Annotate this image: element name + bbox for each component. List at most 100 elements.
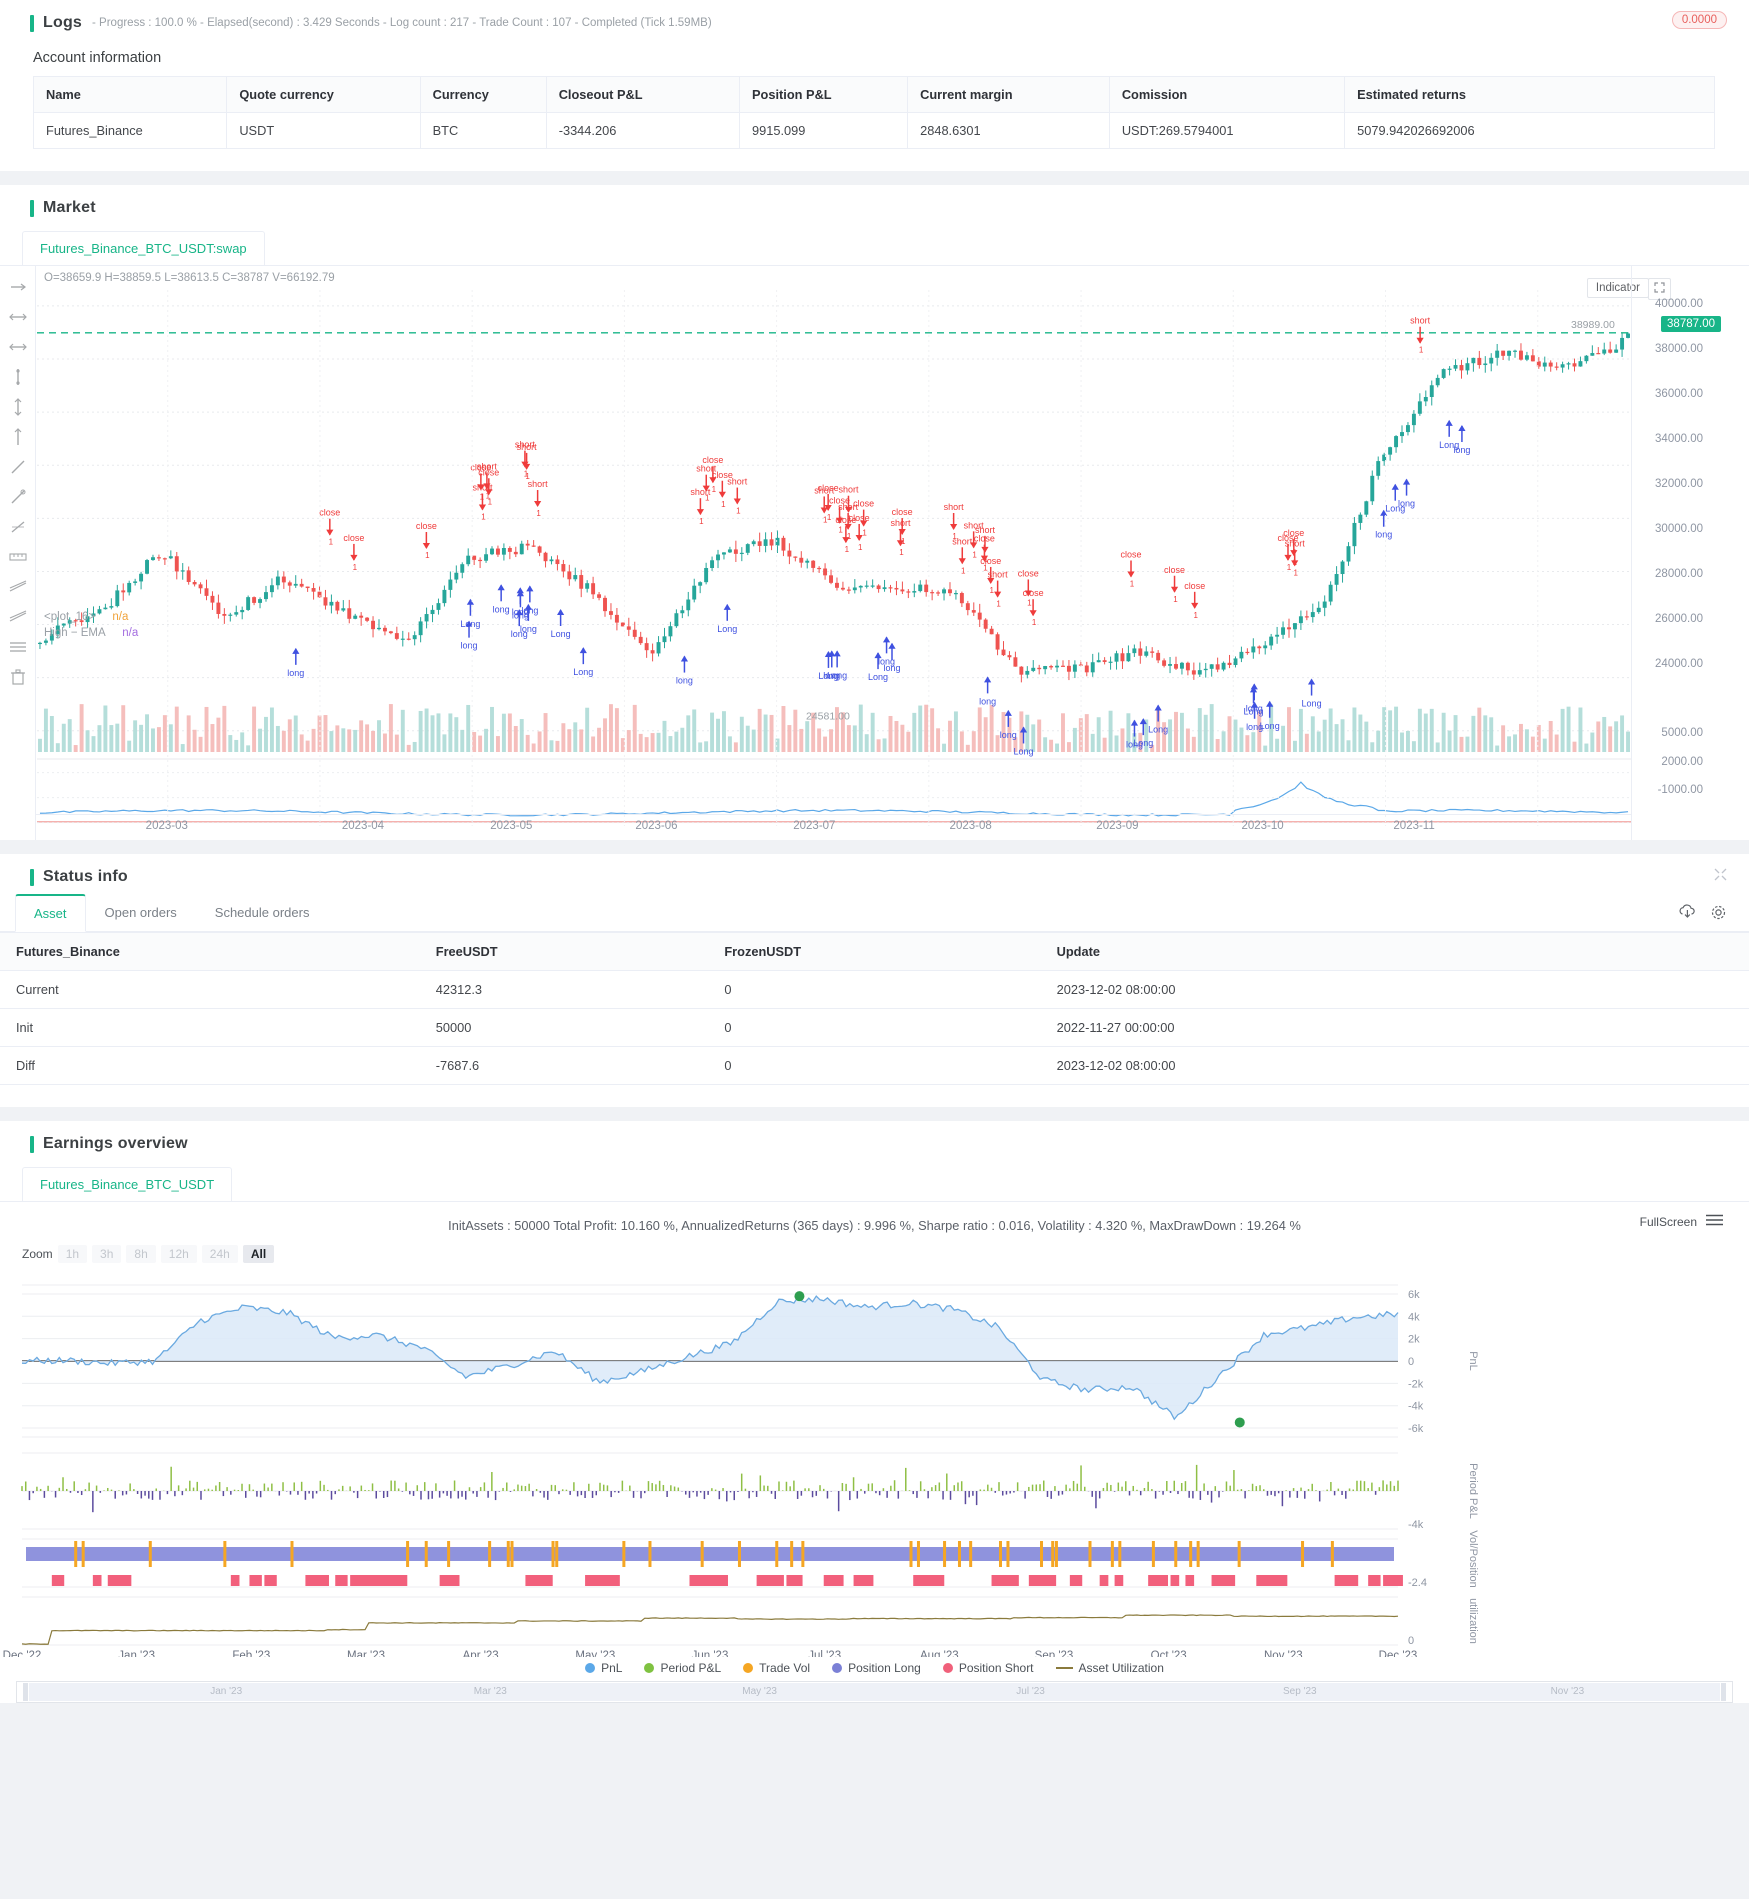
svg-text:1: 1: [1419, 346, 1424, 355]
legend-pnl[interactable]: PnL: [585, 1661, 622, 1675]
tab-open-orders[interactable]: Open orders: [104, 905, 177, 920]
svg-text:-2k: -2k: [1408, 1378, 1424, 1390]
svg-text:long: long: [520, 624, 537, 634]
svg-text:Dec '23: Dec '23: [1379, 1650, 1418, 1657]
sub-tick: -1000.00: [1657, 784, 1703, 796]
svg-text:1: 1: [712, 485, 717, 494]
account-table-header-row: Name Quote currency Currency Closeout P&…: [32, 76, 1715, 113]
legend-asset-utilization[interactable]: Asset Utilization: [1055, 1661, 1164, 1675]
svg-text:long: long: [287, 668, 304, 678]
table-row: Init 50000 0 2022-11-27 00:00:00: [0, 1008, 1749, 1047]
ohlc-legend: O=38659.9 H=38859.5 L=38613.5 C=38787 V=…: [44, 272, 335, 284]
svg-text:1: 1: [525, 472, 530, 481]
legend-position-short[interactable]: Position Short: [942, 1661, 1034, 1675]
forecast-tool-icon[interactable]: [8, 608, 28, 625]
svg-text:Long: Long: [1013, 746, 1033, 756]
earnings-header: Earnings overview: [0, 1121, 1749, 1161]
col-position-pl: Position P&L: [738, 76, 909, 113]
svg-text:-4k: -4k: [1408, 1519, 1424, 1531]
chart-scrollbar[interactable]: Jan '23 Mar '23 May '23 Jul '23 Sep '23 …: [16, 1681, 1733, 1703]
legend-period-pl[interactable]: Period P&L: [644, 1661, 721, 1675]
earnings-svg[interactable]: 6k 4k 2k 0 -2k -4k -6k -4k -2.4 0 PnL Period P&L Vol…: [0, 1267, 1749, 1657]
svg-text:1: 1: [705, 494, 710, 503]
market-panel: Market Futures_Binance_BTC_USDT:swap O=3…: [0, 185, 1749, 840]
sub-tick: 2000.00: [1661, 756, 1703, 768]
fib-tool-icon[interactable]: [8, 518, 28, 535]
cross-cursor-icon[interactable]: [8, 278, 28, 295]
svg-text:Long: Long: [1133, 738, 1153, 748]
gear-icon[interactable]: [1710, 904, 1727, 924]
expand-chart-icon[interactable]: [1648, 278, 1671, 300]
svg-text:PnL: PnL: [1467, 1351, 1479, 1371]
svg-text:1: 1: [847, 515, 852, 524]
zoom-controls[interactable]: Zoom 1h 3h 8h 12h 24h All: [0, 1237, 1749, 1267]
legend-trade-vol[interactable]: Trade Vol: [743, 1661, 810, 1675]
zoom-8h[interactable]: 8h: [126, 1245, 156, 1263]
svg-text:38989.00: 38989.00: [1571, 319, 1615, 331]
pencil-tool-icon[interactable]: [8, 458, 28, 475]
svg-text:0: 0: [1408, 1356, 1414, 1368]
vertical-line-icon[interactable]: [8, 368, 28, 385]
measure-tool-icon[interactable]: [8, 427, 28, 445]
svg-text:Sep '23: Sep '23: [1035, 1650, 1074, 1657]
svg-text:1: 1: [996, 600, 1001, 609]
col-account: Futures_Binance: [0, 932, 420, 971]
svg-text:Mar '23: Mar '23: [347, 1650, 385, 1657]
status-info-actions[interactable]: [1679, 904, 1727, 924]
brush-tool-icon[interactable]: [8, 488, 28, 505]
tab-futures-binance-swap[interactable]: Futures_Binance_BTC_USDT:swap: [22, 231, 265, 265]
candlestick-chart[interactable]: O=38659.9 H=38859.5 L=38613.5 C=38787 V=…: [0, 265, 1749, 840]
svg-text:short: short: [944, 502, 965, 512]
tab-asset[interactable]: Asset: [15, 894, 86, 932]
scrollbar-handle-right[interactable]: [1721, 1683, 1726, 1701]
zoom-12h[interactable]: 12h: [160, 1245, 197, 1263]
fullscreen-control[interactable]: FullScreen: [1640, 1214, 1723, 1229]
subplot-legend-plot16: <plot_16> n/a: [44, 611, 128, 623]
chart-drawing-toolbar[interactable]: [0, 266, 36, 840]
earnings-tab-strip: Futures_Binance_BTC_USDT: [0, 1161, 1749, 1201]
svg-text:Dec '22: Dec '22: [3, 1650, 42, 1657]
svg-text:1: 1: [983, 564, 988, 573]
download-icon[interactable]: [1679, 904, 1696, 924]
pattern-tool-icon[interactable]: [8, 578, 28, 595]
scrollbar-track[interactable]: [29, 1683, 1720, 1701]
horizontal-ray-icon[interactable]: [8, 308, 28, 325]
zoom-label: Zoom: [22, 1247, 53, 1261]
legend-position-long[interactable]: Position Long: [832, 1661, 921, 1675]
col-currency: Currency: [419, 76, 547, 113]
zoom-24h[interactable]: 24h: [201, 1245, 238, 1263]
svg-text:short: short: [472, 483, 493, 493]
table-row: Futures_Binance USDT BTC -3344.206 9915.…: [32, 112, 1715, 149]
earnings-chart-area: FullScreen InitAssets : 50000 Total Prof…: [0, 1201, 1749, 1703]
earnings-legend: PnL Period P&L Trade Vol Position Long P…: [0, 1657, 1749, 1681]
zoom-all[interactable]: All: [242, 1245, 275, 1263]
status-info-tabs[interactable]: Asset Open orders Schedule orders: [0, 894, 1749, 932]
zoom-1h[interactable]: 1h: [57, 1245, 88, 1263]
bars-tool-icon[interactable]: [8, 638, 28, 655]
legend-label: Period P&L: [660, 1661, 722, 1675]
svg-text:Oct '23: Oct '23: [1151, 1650, 1187, 1657]
arrow-marker-icon[interactable]: [8, 397, 28, 416]
ruler-tool-icon[interactable]: [8, 548, 28, 565]
trend-line-icon[interactable]: [8, 338, 28, 355]
hamburger-icon[interactable]: [1706, 1214, 1723, 1229]
svg-text:long: long: [461, 641, 478, 651]
date-tick: 2023-05: [490, 820, 533, 832]
svg-text:Period P&L: Period P&L: [1467, 1463, 1479, 1519]
trash-tool-icon[interactable]: [8, 668, 28, 685]
scrollbar-handle-left[interactable]: [23, 1683, 28, 1701]
svg-text:1: 1: [1173, 595, 1178, 604]
collapse-icon[interactable]: [1714, 868, 1727, 884]
tab-futures-binance-btc-usdt[interactable]: Futures_Binance_BTC_USDT: [22, 1167, 233, 1201]
date-tick: 2023-04: [341, 820, 385, 832]
cell-free: 50000: [419, 1008, 709, 1047]
svg-text:1: 1: [1287, 563, 1292, 572]
svg-text:1: 1: [481, 513, 486, 522]
zoom-3h[interactable]: 3h: [92, 1245, 122, 1263]
cell-name: Futures_Binance: [32, 112, 228, 149]
fullscreen-label[interactable]: FullScreen: [1639, 1214, 1697, 1229]
indicator-button[interactable]: Indicator: [1586, 278, 1649, 298]
tab-schedule-orders[interactable]: Schedule orders: [214, 905, 310, 920]
row-label-current[interactable]: Current: [0, 970, 420, 1009]
svg-text:short: short: [890, 518, 911, 528]
